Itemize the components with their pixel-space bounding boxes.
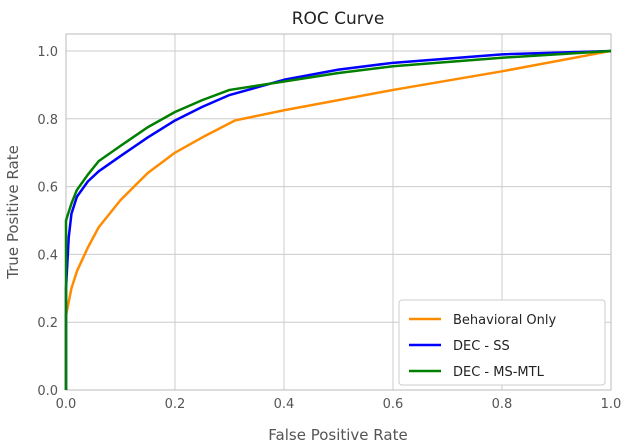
legend: Behavioral Only DEC - SS DEC - MS-MTL: [398, 299, 606, 386]
y-tick-label: 0.2: [37, 316, 58, 331]
y-tick-label: 1.0: [37, 45, 58, 60]
chart-title: ROC Curve: [292, 9, 385, 29]
legend-label: DEC - MS-MTL: [453, 365, 545, 380]
y-tick-label: 0.8: [37, 113, 58, 128]
x-axis-label: False Positive Rate: [268, 426, 407, 444]
series-line-dec-ms-mtl: [64, 49, 612, 390]
x-tick-label: 0.6: [383, 397, 404, 412]
plot-frame: [65, 33, 612, 391]
series-line-behavioral-only: [64, 49, 612, 390]
legend-label: DEC - SS: [453, 339, 510, 354]
series-line-dec-ss: [64, 49, 612, 390]
y-tick-label: 0.0: [37, 384, 58, 399]
x-tick-label: 0.8: [492, 397, 513, 412]
y-tick-label: 0.6: [37, 181, 58, 196]
legend-label: Behavioral Only: [453, 313, 557, 328]
x-tick-label: 1.0: [601, 397, 622, 412]
x-tick-label: 0.2: [165, 397, 186, 412]
y-axis-label: True Positive Rate: [4, 145, 22, 280]
x-tick-label: 0.4: [274, 397, 295, 412]
x-tick-label: 0.0: [56, 397, 77, 412]
legend-box: [398, 299, 606, 386]
y-tick-label: 0.4: [37, 248, 58, 263]
